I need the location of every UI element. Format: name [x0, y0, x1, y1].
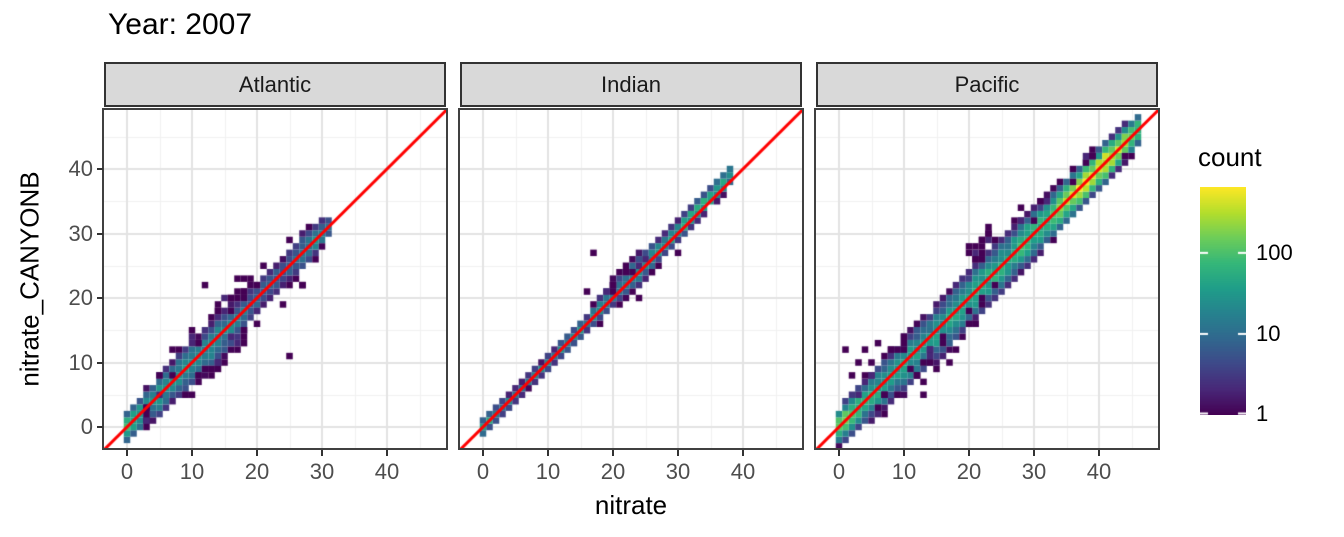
x-tick-mark	[482, 450, 484, 456]
y-tick-mark	[97, 232, 103, 235]
x-tick-mark	[256, 450, 258, 456]
x-tick-label: 20	[956, 459, 982, 484]
x-tick-mark	[386, 450, 388, 456]
x-tick-label: 40	[730, 459, 756, 484]
y-tick-mark	[97, 168, 103, 170]
x-tick-label: 10	[535, 459, 561, 484]
x-axis-title: nitrate	[594, 490, 668, 520]
x-tick-mark	[677, 450, 679, 456]
y-tick-label: 20	[68, 285, 93, 310]
x-tick-mark	[742, 450, 744, 456]
facet-strip-pacific: Pacific	[816, 62, 1158, 107]
x-tick-label: 0	[476, 459, 490, 484]
y-tick-mark	[97, 361, 103, 364]
x-tick-label: 30	[309, 459, 335, 484]
x-tick-label: 0	[832, 459, 846, 484]
facet-strip-label: Pacific	[954, 71, 1020, 97]
x-tick-label: 20	[600, 459, 626, 484]
x-tick-mark	[612, 450, 614, 456]
x-tick-mark	[547, 450, 549, 456]
panel-atlantic	[102, 108, 448, 450]
facet-strip-label: Indian	[601, 71, 661, 97]
x-tick-label: 40	[374, 459, 400, 484]
y-tick-mark	[97, 297, 103, 299]
x-tick-mark	[321, 450, 323, 456]
y-tick-label: 10	[68, 349, 93, 375]
x-tick-label: 20	[244, 459, 270, 484]
legend-tick-label: 100	[1256, 239, 1293, 265]
y-tick-label: 30	[68, 220, 93, 246]
x-tick-mark	[903, 450, 905, 456]
x-tick-mark	[1098, 450, 1100, 456]
legend-colorbar	[1200, 187, 1246, 415]
legend-title: count	[1198, 142, 1262, 172]
x-tick-label: 40	[1086, 459, 1112, 484]
x-tick-label: 10	[891, 459, 917, 484]
legend-tick-label: 10	[1256, 320, 1281, 346]
x-tick-mark	[191, 450, 193, 456]
x-tick-label: 30	[1021, 459, 1047, 484]
legend-tick-label: 1	[1256, 400, 1269, 426]
y-tick-label: 40	[68, 156, 93, 181]
x-tick-mark	[1033, 450, 1035, 456]
y-tick-label: 0	[80, 414, 93, 439]
x-tick-label: 30	[665, 459, 691, 484]
x-tick-mark	[968, 450, 970, 456]
x-tick-mark	[838, 450, 840, 456]
x-tick-label: 10	[179, 459, 205, 484]
x-tick-label: 0	[120, 459, 134, 484]
panel-pacific	[814, 108, 1160, 450]
facet-strip-label: Atlantic	[238, 71, 312, 97]
facet-strip-atlantic: Atlantic	[104, 62, 446, 107]
panel-indian	[458, 108, 804, 450]
y-axis-title: nitrate_CANYONB	[14, 171, 45, 387]
x-tick-mark	[126, 450, 128, 456]
plot-title: Year: 2007	[108, 8, 253, 41]
y-tick-mark	[97, 426, 103, 428]
facet-strip-indian: Indian	[460, 62, 802, 107]
